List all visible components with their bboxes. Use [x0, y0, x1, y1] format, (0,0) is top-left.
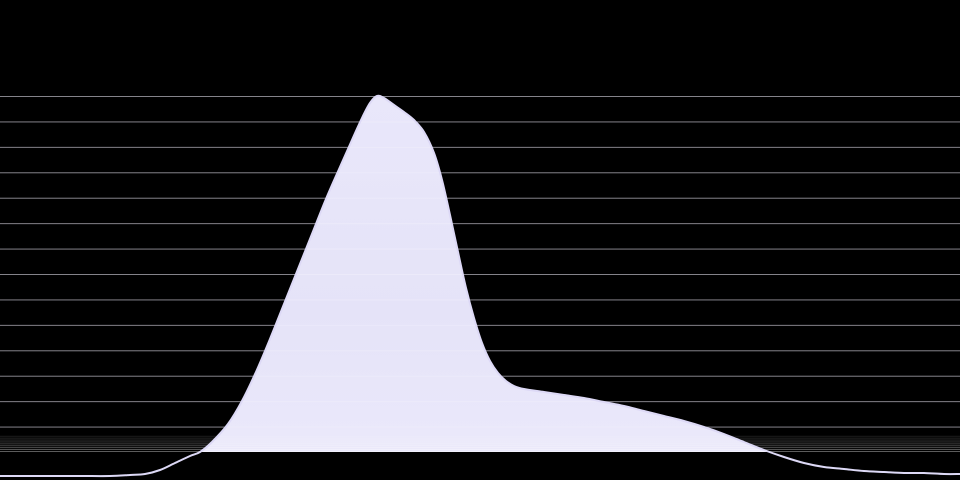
fill-band-baseline [0, 439, 960, 441]
fill-band [0, 324, 960, 326]
fill-band-baseline [0, 437, 960, 439]
density-curve-stroke [0, 94, 960, 478]
fill-band [0, 274, 960, 275]
area-fill-group [0, 95, 960, 453]
fill-band [0, 197, 960, 199]
fill-band [0, 375, 960, 377]
fill-band-baseline [0, 435, 960, 437]
area-fill-path [200, 95, 770, 452]
fill-band-baseline [0, 449, 960, 450]
fill-band-baseline [0, 445, 960, 447]
fill-band-baseline [0, 443, 960, 445]
fill-band-baseline [0, 441, 960, 443]
fill-band [0, 299, 960, 301]
fill-band-baseline [0, 447, 960, 449]
fill-band [0, 452, 960, 453]
fill-band [0, 172, 960, 174]
fill-band [0, 350, 960, 352]
fill-band-baseline [0, 451, 960, 452]
fill-band [0, 401, 960, 403]
fill-banding-group [0, 96, 960, 453]
fill-band [0, 223, 960, 225]
fill-band [0, 426, 960, 428]
fill-band [0, 248, 960, 250]
fill-band [0, 146, 960, 148]
fill-band [0, 96, 960, 97]
fill-band [0, 121, 960, 123]
